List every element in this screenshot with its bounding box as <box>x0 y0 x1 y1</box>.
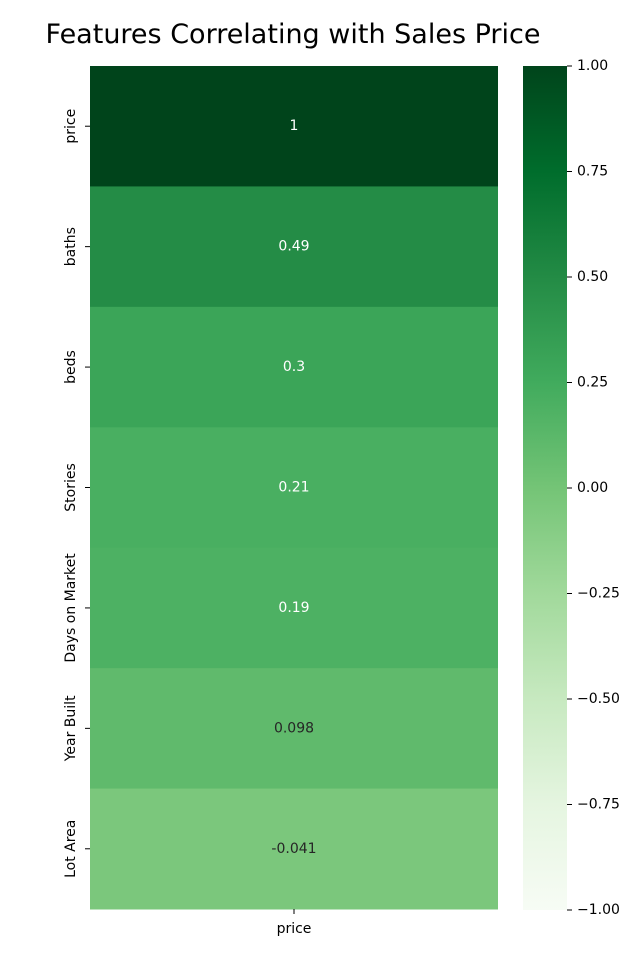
row-tick-label: beds <box>63 350 79 384</box>
colorbar-tick-label: −0.25 <box>577 586 620 602</box>
colorbar-tick-labels: 1.00 0.75 0.50 0.25 0.00 −0.25 −0.50 −0.75 −1.00 <box>567 58 620 918</box>
row-tick-label: Year Built <box>63 695 79 762</box>
heatmap-cell <box>90 668 498 790</box>
colorbar-tick-label: 1.00 <box>577 58 608 74</box>
colorbar <box>523 66 567 910</box>
cell-value-label: -0.041 <box>271 841 316 857</box>
heatmap-cell <box>90 66 498 187</box>
row-tick-label: price <box>63 109 79 144</box>
row-tick-label: Stories <box>63 463 79 512</box>
colorbar-tick-label: 0.75 <box>577 164 608 180</box>
cell-value-label: 1 <box>290 118 299 134</box>
cell-value-label: 0.3 <box>283 359 305 375</box>
row-tick-label: Days on Market <box>63 553 79 663</box>
colorbar-tick-label: 0.50 <box>577 269 608 285</box>
row-tick-label: Lot Area <box>63 820 79 878</box>
cell-value-label: 0.49 <box>278 239 309 255</box>
colorbar-tick-label: −0.50 <box>577 691 620 707</box>
column-tick-label: price <box>277 921 312 937</box>
heatmap-cell-labels: 1 0.49 0.3 0.21 0.19 0.098 -0.041 <box>271 118 316 857</box>
heatmap-cell <box>90 788 498 910</box>
heatmap-cells <box>90 66 498 910</box>
column-tick-labels: price <box>277 909 312 937</box>
colorbar-tick-label: −0.75 <box>577 797 620 813</box>
heatmap-cell <box>90 186 498 308</box>
cell-value-label: 0.19 <box>278 600 309 616</box>
heatmap-cell <box>90 427 498 549</box>
row-tick-label: baths <box>63 227 79 266</box>
colorbar-tick-label: −1.00 <box>577 902 620 918</box>
cell-value-label: 0.098 <box>274 720 314 736</box>
colorbar-tick-label: 0.00 <box>577 480 608 496</box>
cell-value-label: 0.21 <box>278 480 309 496</box>
heatmap-cell <box>90 306 498 428</box>
chart-title: Features Correlating with Sales Price <box>46 19 541 50</box>
heatmap-cell <box>90 547 498 669</box>
colorbar-tick-label: 0.25 <box>577 375 608 391</box>
row-tick-labels: price baths beds Stories Days on Market Year … <box>63 109 90 878</box>
